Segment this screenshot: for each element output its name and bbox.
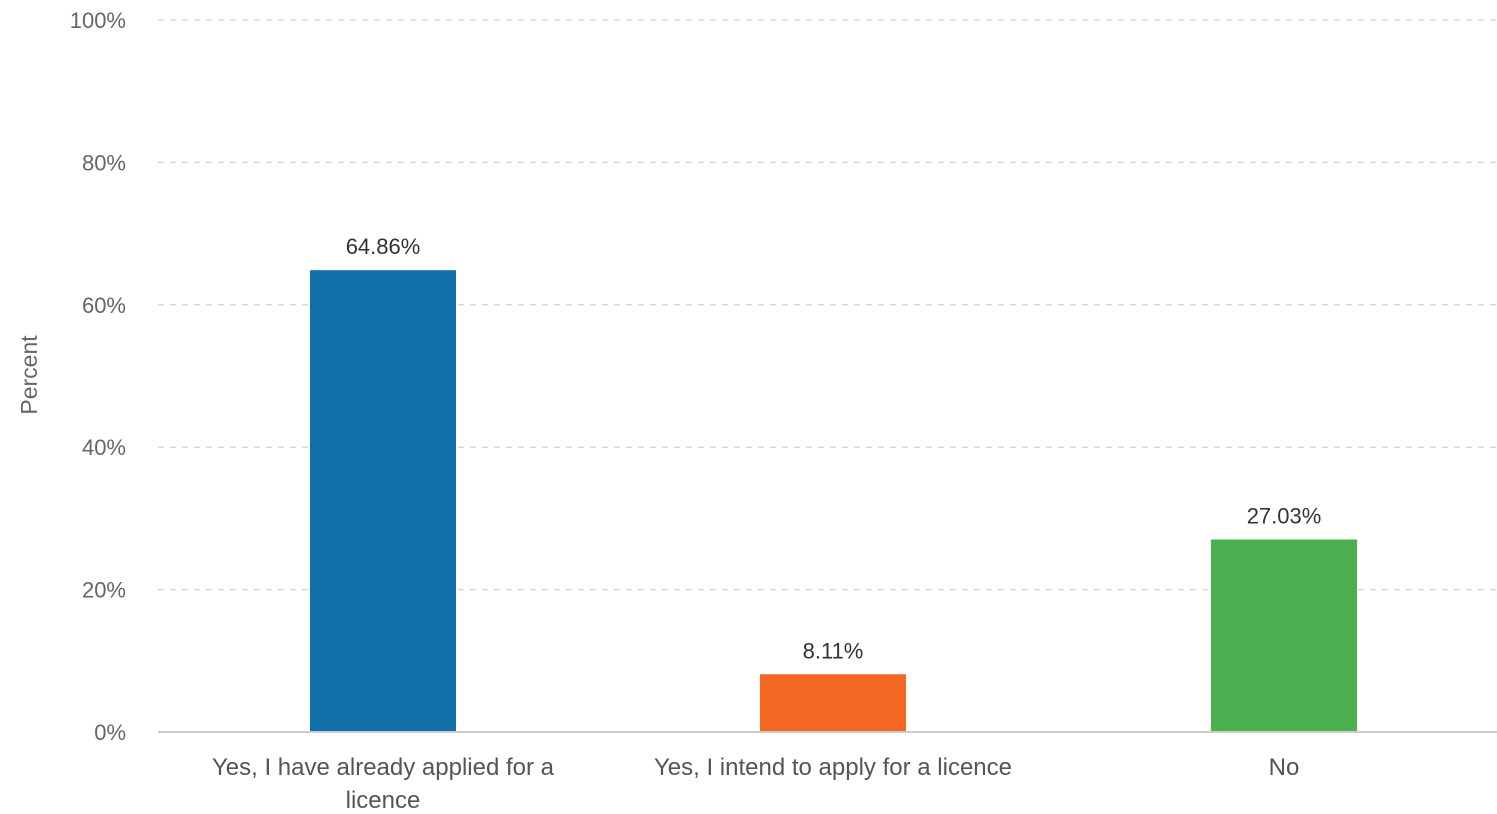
- x-tick-label: Yes, I have already applied for a licence: [212, 754, 555, 814]
- y-axis-ticks: 0% 20% 40% 60% 80% 100%: [70, 8, 126, 745]
- bar: [760, 674, 906, 732]
- bar: [1211, 539, 1357, 732]
- y-tick-label: 40%: [82, 435, 126, 460]
- y-tick-label: 20%: [82, 578, 126, 603]
- y-tick-label: 100%: [70, 8, 126, 33]
- x-tick-label: Yes, I intend to apply for a licence: [654, 754, 1012, 781]
- y-tick-label: 60%: [82, 293, 126, 318]
- y-tick-label: 0%: [94, 720, 126, 745]
- y-axis-label: Percent: [16, 335, 42, 415]
- x-axis-categories: Yes, I have already applied for a licence…: [212, 754, 1299, 814]
- bars: [310, 270, 1357, 732]
- bar: [310, 270, 456, 732]
- data-label: 64.86%: [346, 234, 421, 259]
- data-label: 27.03%: [1247, 504, 1322, 529]
- y-tick-label: 80%: [82, 150, 126, 175]
- x-tick-label: No: [1269, 754, 1300, 781]
- data-labels: 64.86% 8.11% 27.03%: [346, 234, 1322, 663]
- data-label: 8.11%: [803, 638, 864, 663]
